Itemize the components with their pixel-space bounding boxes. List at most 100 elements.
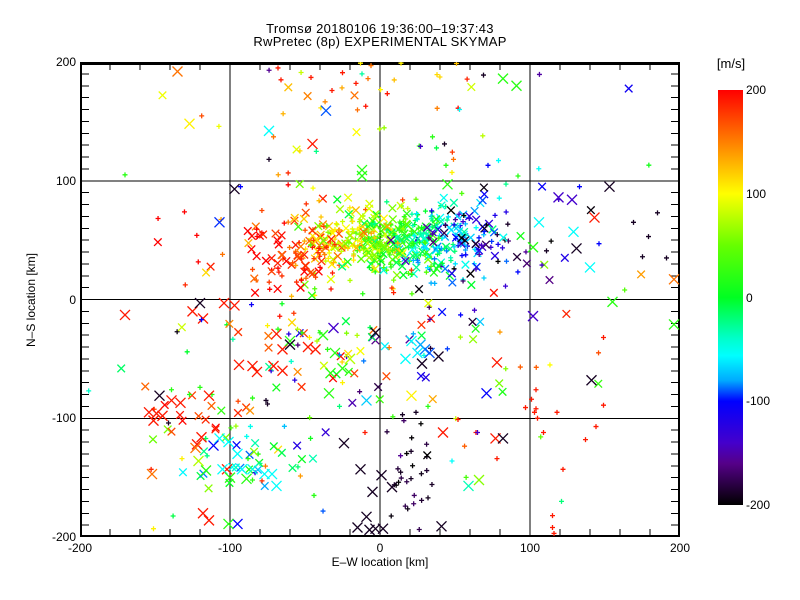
echo-plus-marker [388, 513, 394, 519]
echo-plus-marker [406, 245, 412, 251]
echo-plus-marker [410, 463, 416, 469]
echo-plus-marker [351, 253, 357, 259]
echo-plus-marker [289, 293, 295, 299]
echo-plus-marker [460, 219, 466, 225]
echo-plus-marker [536, 71, 542, 77]
echo-plus-marker [365, 76, 371, 82]
echo-plus-marker [640, 254, 645, 260]
echo-cross-marker [467, 82, 476, 92]
echo-plus-marker [314, 338, 320, 344]
echo-plus-marker [517, 364, 523, 370]
echo-plus-marker [187, 392, 192, 397]
echo-cross-marker [333, 251, 343, 261]
echo-cross-marker [244, 238, 253, 248]
echo-plus-marker [288, 358, 294, 364]
echo-cross-marker [277, 250, 286, 260]
echo-cross-marker [636, 270, 646, 279]
echo-cross-marker [196, 431, 207, 443]
echo-cross-marker [277, 448, 287, 458]
echo-cross-marker [264, 331, 273, 341]
echo-cross-marker [494, 379, 504, 388]
echo-cross-marker [586, 374, 597, 386]
echo-cross-marker [232, 440, 241, 450]
echo-cross-marker [341, 239, 350, 248]
colorbar-unit-label: [m/s] [716, 56, 746, 71]
echo-cross-marker [395, 249, 404, 258]
echo-plus-marker [303, 201, 309, 207]
echo-plus-marker [452, 217, 458, 223]
echo-cross-marker [292, 145, 301, 154]
echo-cross-marker [537, 182, 547, 191]
echo-plus-marker [415, 259, 421, 265]
echo-plus-marker [497, 329, 503, 335]
echo-cross-marker [607, 296, 618, 308]
echo-cross-marker [264, 343, 273, 352]
echo-plus-marker [363, 207, 369, 213]
echo-plus-marker [220, 251, 225, 257]
echo-plus-marker [495, 241, 501, 247]
echo-plus-marker [286, 331, 292, 337]
echo-cross-marker [300, 261, 310, 270]
echo-plus-marker [408, 267, 414, 273]
echo-cross-marker [227, 462, 237, 472]
echo-plus-marker [429, 231, 435, 237]
echo-cross-marker [178, 416, 187, 426]
echo-plus-marker [523, 249, 529, 255]
y-tick-label: -200 [51, 530, 76, 544]
echo-cross-marker [263, 125, 275, 137]
echo-cross-marker [218, 297, 230, 309]
echo-plus-marker [388, 261, 394, 267]
echo-plus-marker [457, 107, 462, 112]
echo-plus-marker [398, 453, 404, 459]
echo-cross-marker [464, 211, 474, 221]
echo-cross-marker [433, 351, 444, 362]
echo-plus-marker [285, 170, 291, 176]
echo-plus-marker [410, 223, 416, 229]
echo-plus-marker [601, 335, 606, 340]
echo-plus-marker [368, 221, 374, 227]
echo-plus-marker [408, 448, 414, 454]
echo-cross-marker [296, 242, 306, 251]
echo-cross-marker [417, 320, 426, 330]
echo-plus-marker [384, 267, 390, 273]
echo-cross-marker [314, 221, 323, 231]
echo-plus-marker [298, 277, 304, 283]
echo-plus-marker [366, 265, 372, 271]
echo-plus-marker [463, 474, 469, 480]
echo-cross-marker [377, 226, 386, 236]
echo-cross-marker [379, 214, 389, 223]
echo-plus-marker [344, 330, 350, 336]
echo-cross-marker [303, 91, 312, 101]
echo-plus-marker [538, 434, 544, 440]
echo-plus-marker [372, 269, 378, 275]
echo-cross-marker [586, 205, 596, 215]
echo-cross-marker [449, 198, 459, 208]
echo-plus-marker [311, 492, 317, 498]
echo-cross-marker [344, 353, 356, 365]
echo-plus-marker [263, 397, 269, 403]
plot-title-line1: Tromsø 20180106 19:36:00–19:37:43 [266, 21, 494, 36]
echo-cross-marker [370, 264, 380, 274]
echo-cross-marker [594, 379, 603, 389]
echo-plus-marker [476, 235, 482, 241]
echo-plus-marker [462, 247, 468, 253]
echo-cross-marker [545, 275, 554, 285]
echo-plus-marker [281, 423, 287, 429]
echo-cross-marker [307, 291, 317, 300]
echo-plus-marker [356, 224, 362, 230]
echo-plus-marker [277, 313, 283, 319]
echo-cross-marker [406, 335, 417, 347]
echo-cross-marker [424, 347, 435, 359]
echo-plus-marker [320, 508, 326, 514]
echo-plus-marker [322, 99, 328, 105]
echo-plus-marker [324, 223, 330, 229]
echo-cross-marker [251, 366, 263, 378]
echo-cross-marker [301, 208, 310, 217]
echo-plus-marker [443, 222, 449, 228]
echo-cross-marker [361, 511, 372, 523]
colorbar-tick-label: 100 [746, 186, 767, 201]
echo-cross-marker [428, 394, 438, 404]
echo-cross-marker [379, 266, 388, 275]
echo-cross-marker [203, 514, 215, 526]
echo-plus-marker [418, 230, 424, 236]
